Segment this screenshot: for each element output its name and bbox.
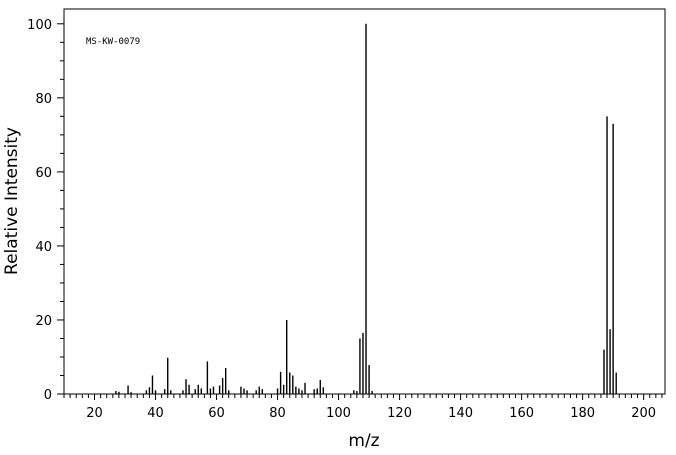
- y-tick-label: 0: [44, 388, 52, 403]
- x-tick-label: 180: [570, 406, 595, 421]
- x-tick-label: 80: [269, 406, 286, 421]
- peak-bars: [115, 23, 617, 394]
- y-axis-ticks: 0 20 40 60 80 100: [27, 18, 64, 403]
- plot-frame: [63, 8, 666, 395]
- x-tick-label: 160: [509, 406, 534, 421]
- y-tick-label: 80: [35, 92, 52, 107]
- y-tick-label: 20: [35, 314, 52, 329]
- spectrum-id-label: MS-KW-0079: [86, 37, 140, 47]
- y-tick-label: 60: [35, 166, 52, 181]
- x-tick-label: 60: [208, 406, 225, 421]
- x-tick-label: 20: [86, 406, 103, 421]
- y-axis-label: Relative Intensity: [2, 127, 22, 275]
- x-axis-ticks: 20 40 60 80 100 120 140 160 180 200: [63, 394, 663, 421]
- x-tick-label: 100: [326, 406, 351, 421]
- x-tick-label: 40: [147, 406, 164, 421]
- x-tick-label: 200: [631, 406, 656, 421]
- y-tick-label: 40: [35, 240, 52, 255]
- x-tick-label: 120: [387, 406, 412, 421]
- x-axis-label: m/z: [348, 431, 379, 451]
- y-tick-label: 100: [27, 18, 52, 33]
- x-tick-label: 140: [448, 406, 473, 421]
